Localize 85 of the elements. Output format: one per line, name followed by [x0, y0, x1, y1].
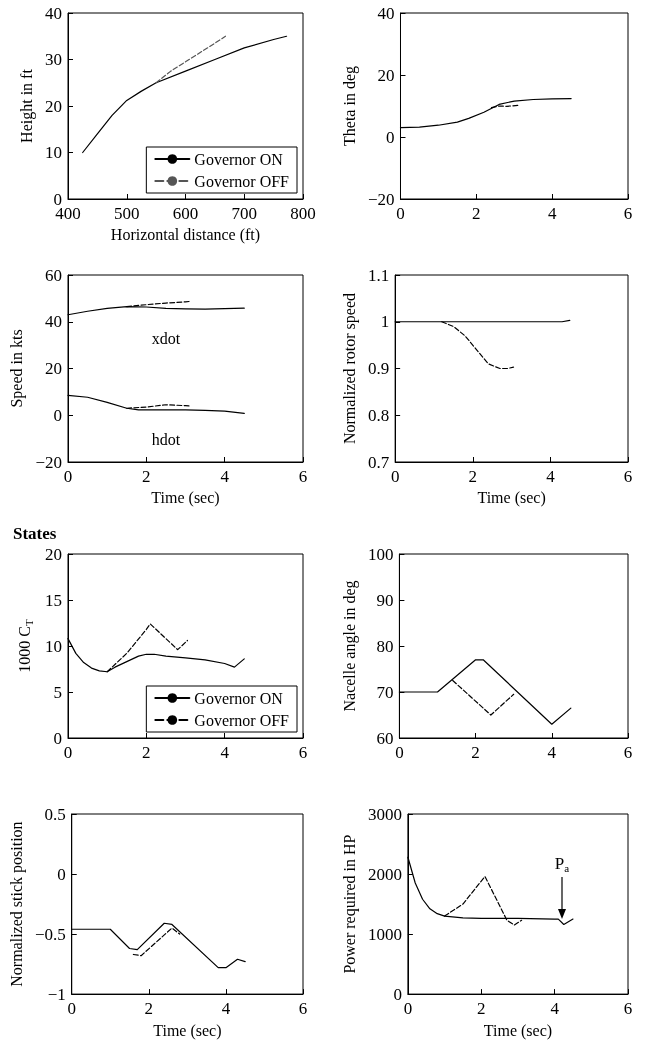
- y-axis-title: Normalized stick position: [7, 821, 26, 987]
- x-tick-label: 600: [172, 204, 199, 223]
- y-tick-label: 20: [45, 544, 62, 564]
- y-axis-title: 1000 CT: [16, 619, 35, 673]
- y-tick-label: 90: [376, 590, 394, 610]
- y-axis-title: Theta in deg: [340, 66, 359, 146]
- line-series: [82, 35, 288, 154]
- y-tick-label: −20: [367, 189, 395, 209]
- y-tick-label: −20: [35, 452, 62, 472]
- legend-label: Governor OFF: [194, 172, 290, 190]
- y-tick-label: −0.5: [34, 924, 66, 944]
- y-tick-label: 5: [53, 682, 62, 702]
- x-tick-label: 2: [472, 204, 481, 223]
- x-tick-label: 4: [220, 467, 230, 486]
- y-tick-label: 0.8: [367, 405, 390, 425]
- chart-title: States: [13, 524, 57, 543]
- y-tick-label: 1000: [367, 924, 402, 944]
- y-tick-label: 2000: [367, 864, 402, 884]
- x-tick-label: 6: [623, 204, 633, 223]
- y-tick-label: 70: [376, 682, 394, 702]
- y-tick-label: 0.9: [367, 359, 390, 378]
- y-tick-label: 1.1: [367, 265, 390, 285]
- y-tick-label: −1: [47, 984, 66, 1004]
- y-tick-label: 0.7: [367, 452, 390, 472]
- x-tick-label: 4: [546, 467, 556, 486]
- y-tick-label: 1: [380, 312, 390, 332]
- x-tick-label: 6: [298, 999, 308, 1019]
- y-tick-label: 0: [385, 127, 395, 147]
- x-tick-label: 4: [550, 999, 560, 1019]
- y-tick-label: 0: [53, 405, 62, 425]
- x-tick-label: 6: [298, 467, 308, 486]
- y-tick-label: 40: [377, 3, 395, 23]
- x-axis-title: Time (sec): [483, 1021, 553, 1040]
- x-tick-label: 2: [142, 467, 151, 486]
- x-tick-label: 6: [623, 743, 633, 762]
- y-tick-label: 0: [393, 984, 402, 1004]
- y-axis-title: Height in ft: [17, 68, 36, 143]
- y-tick-label: 10: [45, 143, 62, 162]
- y-tick-label: 20: [45, 96, 62, 116]
- legend-label: Governor ON: [194, 689, 284, 707]
- x-axis-title: Horizontal distance (ft): [110, 226, 261, 245]
- y-tick-label: 10: [45, 636, 62, 656]
- x-tick-label: 2: [142, 743, 151, 762]
- legend-label: Governor OFF: [194, 711, 290, 729]
- y-tick-label: 60: [376, 728, 394, 748]
- line-series: [155, 35, 227, 84]
- x-tick-label: 2: [144, 999, 154, 1019]
- y-tick-label: 20: [377, 65, 395, 85]
- y-tick-label: 0: [53, 728, 62, 748]
- y-tick-label: 3000: [367, 804, 402, 824]
- x-axis-title: Time (sec): [153, 1021, 222, 1040]
- x-tick-label: 500: [114, 204, 140, 223]
- y-tick-label: 60: [45, 265, 62, 285]
- x-tick-label: 6: [623, 467, 633, 486]
- x-tick-label: 2: [471, 743, 480, 762]
- y-tick-label: 30: [45, 50, 62, 69]
- x-tick-label: 700: [231, 204, 257, 223]
- line-series: [132, 927, 181, 957]
- y-tick-label: 20: [45, 359, 62, 378]
- y-tick-label: 100: [367, 544, 394, 564]
- y-tick-label: 80: [376, 636, 394, 656]
- x-axis-title: Time (sec): [477, 489, 546, 508]
- y-axis-title: Speed in kts: [8, 329, 27, 408]
- x-tick-label: 6: [623, 999, 633, 1019]
- x-tick-label: 6: [298, 743, 308, 762]
- y-tick-label: 40: [45, 312, 62, 332]
- x-tick-label: 2: [468, 467, 478, 486]
- y-axis-title: Normalized rotor speed: [340, 292, 359, 445]
- y-axis-title: Nacelle angle in deg: [340, 580, 359, 712]
- y-tick-label: 15: [45, 590, 62, 610]
- y-tick-label: 0: [57, 864, 66, 884]
- y-tick-label: 0.5: [44, 804, 66, 824]
- x-tick-label: 4: [547, 204, 557, 223]
- x-tick-label: 800: [290, 204, 316, 223]
- y-axis-title: Power required in HP: [340, 834, 359, 974]
- x-tick-label: 4: [547, 743, 557, 762]
- x-tick-label: 2: [477, 999, 486, 1019]
- legend-label: Governor ON: [194, 150, 284, 168]
- series-label: hdot: [151, 431, 181, 449]
- x-tick-label: 4: [221, 999, 231, 1019]
- x-tick-label: 4: [220, 743, 230, 762]
- line-series: [399, 97, 572, 129]
- y-tick-label: 40: [45, 3, 62, 23]
- series-label: xdot: [151, 329, 181, 347]
- x-axis-title: Time (sec): [151, 489, 220, 508]
